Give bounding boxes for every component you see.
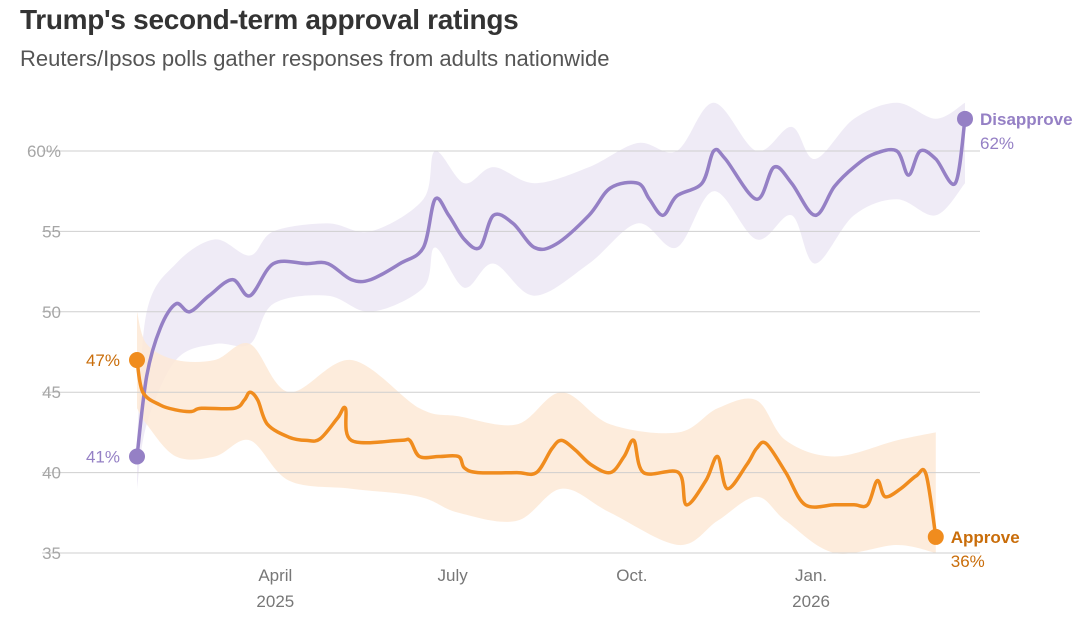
x-tick-year-label: 2026 (792, 592, 830, 611)
disapprove-end-label: 62% (980, 134, 1014, 153)
disapprove-start-label: 41% (86, 448, 120, 467)
series-lines (135, 117, 967, 539)
x-tick-label: Oct. (616, 566, 647, 585)
confidence-bands (137, 102, 965, 554)
disapprove-series-name: Disapprove (980, 110, 1073, 129)
x-axis-ticks: April 2025 July Oct. Jan. 2026 (256, 566, 830, 611)
disapprove-start-marker (129, 448, 145, 465)
x-tick-year-label: 2025 (256, 592, 294, 611)
chart-title: Trump's second-term approval ratings (20, 4, 519, 35)
disapprove-line (135, 117, 967, 459)
chart-subtitle: Reuters/Ipsos polls gather responses fro… (20, 46, 610, 71)
y-axis-ticks: 35 40 45 50 55 60% (27, 142, 61, 563)
x-tick-label: April (258, 566, 292, 585)
y-tick-label: 45 (42, 383, 61, 402)
approve-line (135, 358, 938, 539)
approve-end-label: 36% (951, 552, 985, 571)
y-tick-label: 50 (42, 303, 61, 322)
approve-start-label: 47% (86, 351, 120, 370)
series-markers (129, 110, 973, 545)
approve-start-marker (129, 352, 145, 369)
y-tick-label: 60% (27, 142, 61, 161)
y-tick-label: 55 (42, 222, 61, 241)
y-tick-label: 40 (42, 464, 61, 483)
y-tick-label: 35 (42, 544, 61, 563)
gridlines (42, 150, 980, 554)
disapprove-end-marker (957, 110, 973, 127)
approve-end-marker (927, 528, 944, 545)
series-labels: 41% Disapprove 62% 47% Approve 36% (86, 110, 1073, 571)
approve-series-name: Approve (951, 528, 1020, 547)
approve-confidence-band (137, 311, 936, 554)
x-tick-label: July (437, 566, 468, 585)
x-tick-label: Jan. (795, 566, 827, 585)
